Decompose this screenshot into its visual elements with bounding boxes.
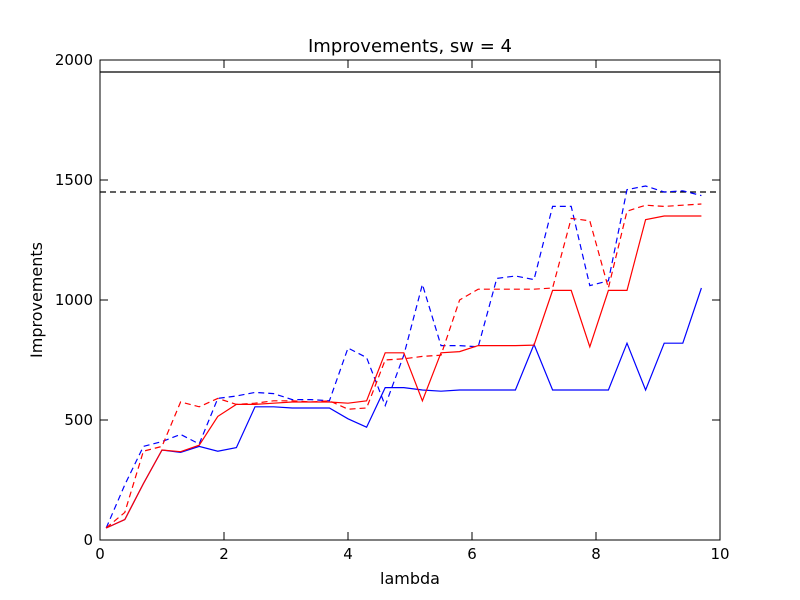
x-tick-label: 0 xyxy=(95,545,105,563)
plot-frame xyxy=(99,59,721,541)
series-line-4 xyxy=(105,203,702,529)
x-tick-label: 4 xyxy=(343,545,353,563)
y-tick-label: 0 xyxy=(83,531,93,549)
plot-area: 0 2 4 6 8 10 0 500 1000 1500 2000 xyxy=(55,51,730,563)
series-line-3 xyxy=(105,215,702,529)
chart-title: Improvements, sw = 4 xyxy=(308,36,512,57)
y-axis-label: Improvements xyxy=(27,242,46,358)
y-tick-label: 1500 xyxy=(55,171,93,189)
y-tick-label: 1000 xyxy=(55,291,93,309)
series-line-1 xyxy=(105,287,702,529)
y-tick-label: 2000 xyxy=(55,51,93,69)
series-line-2 xyxy=(105,185,702,529)
x-tick-label: 6 xyxy=(467,545,477,563)
x-tick-label: 10 xyxy=(710,545,729,563)
x-tick-label: 2 xyxy=(219,545,229,563)
y-tick-label: 500 xyxy=(64,411,93,429)
x-axis-label: lambda xyxy=(380,569,440,588)
x-tick-label: 8 xyxy=(591,545,601,563)
